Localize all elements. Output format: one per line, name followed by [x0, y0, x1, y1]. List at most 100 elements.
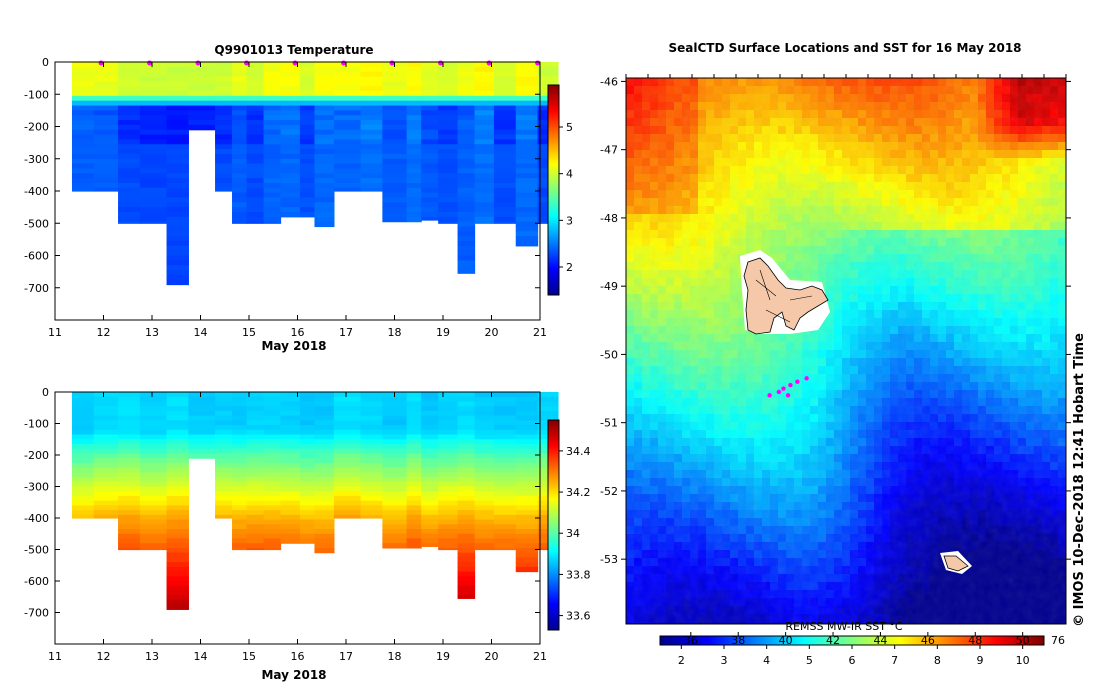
section-cell — [421, 439, 439, 445]
section-cell — [515, 529, 539, 535]
section-cell — [457, 62, 476, 68]
section-cell — [299, 406, 316, 412]
section-cell — [71, 434, 95, 440]
section-cell — [139, 110, 168, 116]
section-cell — [382, 211, 408, 218]
x-tick-label: 21 — [533, 650, 547, 663]
section-cell — [493, 115, 517, 121]
section-cell — [515, 533, 539, 540]
section-cell — [299, 410, 316, 417]
section-cell — [406, 163, 422, 170]
section-cell — [421, 396, 439, 403]
section-cell — [438, 406, 459, 412]
section-cell — [139, 491, 168, 497]
section-cell — [232, 486, 248, 492]
section-cell — [246, 519, 265, 525]
section-cell — [314, 95, 335, 102]
section-cell — [246, 86, 265, 92]
section-cell — [474, 533, 495, 540]
section-cell — [382, 216, 408, 223]
section-cell — [166, 585, 189, 592]
section-cell — [118, 538, 141, 544]
section-cell — [515, 448, 539, 455]
section-cell — [246, 477, 265, 483]
section-cell — [314, 458, 335, 464]
section-cell — [474, 86, 495, 92]
section-cell — [474, 448, 495, 455]
x-tick-label: 17 — [339, 650, 353, 663]
section-cell — [314, 533, 335, 540]
section-cell — [457, 410, 476, 417]
salinity-y-ticks: 0-100-200-300-400-500-600-700 — [24, 386, 540, 620]
section-cell — [93, 105, 119, 111]
section-cell — [118, 467, 141, 473]
section-cell — [246, 158, 265, 165]
section-cell — [93, 505, 119, 511]
section-cell — [438, 129, 459, 136]
y-tick-label: -700 — [24, 282, 49, 295]
section-cell — [299, 396, 316, 403]
section-cell — [314, 71, 335, 78]
section-cell — [246, 173, 265, 179]
section-cell — [71, 439, 95, 445]
section-cell — [232, 66, 248, 73]
section-cell — [406, 429, 422, 436]
section-cell — [93, 76, 119, 82]
section-cell — [421, 168, 439, 174]
section-cell — [421, 410, 439, 417]
section-cell — [166, 178, 189, 184]
section-cell — [438, 182, 459, 189]
section-cell — [280, 100, 301, 107]
section-cell — [166, 245, 189, 252]
section-cell — [333, 439, 362, 445]
section-cell — [232, 406, 248, 412]
section-cell — [139, 443, 168, 450]
section-cell — [246, 163, 265, 170]
section-cell — [333, 187, 362, 192]
section-cell — [382, 187, 408, 194]
section-cell — [438, 477, 459, 483]
section-cell — [360, 495, 383, 502]
section-cell — [71, 453, 95, 459]
section-cell — [474, 524, 495, 530]
section-cell — [93, 429, 119, 436]
section-cell — [360, 462, 383, 469]
section-cell — [360, 401, 383, 407]
section-cell — [118, 153, 141, 160]
section-cell — [493, 124, 517, 131]
section-cell — [215, 129, 233, 136]
section-cell — [139, 481, 168, 488]
section-cell — [474, 153, 495, 160]
section-cell — [515, 115, 539, 121]
section-cell — [246, 66, 265, 73]
section-cell — [382, 81, 408, 87]
section-cell — [93, 178, 119, 184]
section-cell — [139, 477, 168, 483]
section-cell — [474, 543, 495, 549]
section-cell — [215, 406, 233, 412]
section-cell — [438, 144, 459, 150]
section-cell — [333, 396, 362, 403]
section-cell — [232, 76, 248, 82]
section-cell — [360, 81, 383, 87]
section-cell — [314, 149, 335, 155]
section-cell — [360, 182, 383, 189]
section-cell — [457, 562, 476, 568]
section-cell — [215, 425, 233, 431]
section-cell — [280, 443, 301, 450]
section-cell — [166, 274, 189, 281]
section-cell — [232, 481, 248, 488]
section-cell — [263, 533, 282, 540]
section-cell — [188, 429, 216, 436]
section-cell — [118, 173, 141, 179]
x-tick-label: 15 — [242, 650, 256, 663]
section-cell — [166, 139, 189, 145]
section-cell — [299, 163, 316, 170]
section-cell — [280, 134, 301, 140]
section-cell — [246, 202, 265, 208]
y-tick-label: -500 — [24, 544, 49, 557]
section-cell — [406, 410, 422, 417]
section-cell — [360, 467, 383, 473]
section-cell — [93, 187, 119, 192]
